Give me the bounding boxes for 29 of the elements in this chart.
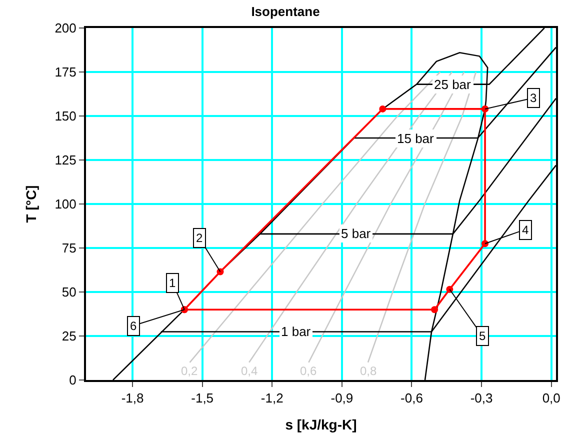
x-tick-label: -0,3 (470, 390, 493, 406)
y-tick-label: 75 (62, 240, 76, 256)
series-label: 1 bar (281, 324, 312, 339)
annotation: 3 (530, 91, 537, 105)
y-tick-label: 100 (54, 196, 76, 212)
y-tick-label: 50 (62, 284, 76, 300)
annotation: 1 (169, 276, 176, 290)
x-axis-title: s [kJ/kg-K] (285, 416, 357, 432)
annotation: 4 (522, 223, 529, 237)
series-label: 15 bar (397, 131, 435, 146)
series-label: 25 bar (434, 77, 472, 92)
annotation: 6 (130, 319, 137, 333)
x-tick-label: -1,2 (260, 390, 284, 406)
y-tick-label: 200 (54, 20, 76, 36)
x-tick-label: -0,6 (400, 390, 423, 406)
y-axis-title: T [°C] (22, 185, 39, 223)
annotation: 2 (196, 231, 203, 245)
annotation: 5 (479, 329, 486, 343)
series-label: 5 bar (341, 226, 372, 241)
y-tick-label: 150 (54, 108, 76, 124)
y-tick-label: 125 (54, 152, 76, 168)
x-tick-label: -0,9 (330, 390, 354, 406)
x-tick-label: -1,8 (121, 390, 144, 406)
y-tick-label: 0 (69, 372, 76, 388)
y-tick-label: 25 (62, 328, 76, 344)
y-tick-label: 175 (54, 64, 76, 80)
x-tick-label: 0,0 (542, 390, 560, 406)
x-tick-label: -1,5 (191, 390, 214, 406)
chart-title: Isopentane (251, 4, 320, 19)
